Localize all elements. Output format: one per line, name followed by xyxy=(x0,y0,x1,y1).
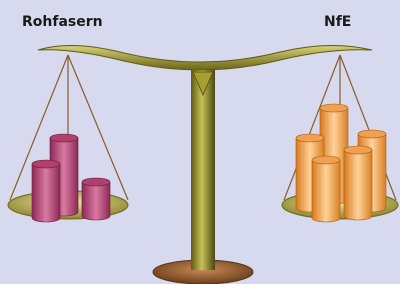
cylinder-top xyxy=(358,130,386,138)
scale-beam xyxy=(38,45,372,70)
left-label: Rohfasern xyxy=(22,14,103,30)
cylinder-top xyxy=(312,156,340,164)
cylinder-top xyxy=(296,134,324,142)
cylinder-top xyxy=(32,160,60,168)
cylinder-top xyxy=(320,104,348,112)
scale-post xyxy=(191,70,215,270)
cylinder-body xyxy=(312,160,340,222)
cylinder-body xyxy=(32,164,60,222)
cylinder-body xyxy=(344,150,372,220)
right-label: NfE xyxy=(324,14,351,30)
cylinder-top xyxy=(82,178,110,186)
cylinder-top xyxy=(344,146,372,154)
cylinder-body xyxy=(82,182,110,220)
balance-illustration: Rohfasern NfE xyxy=(0,0,400,284)
cylinder-top xyxy=(50,134,78,142)
page: Rohfasern NfE (() => { const data = JSON… xyxy=(0,0,400,284)
